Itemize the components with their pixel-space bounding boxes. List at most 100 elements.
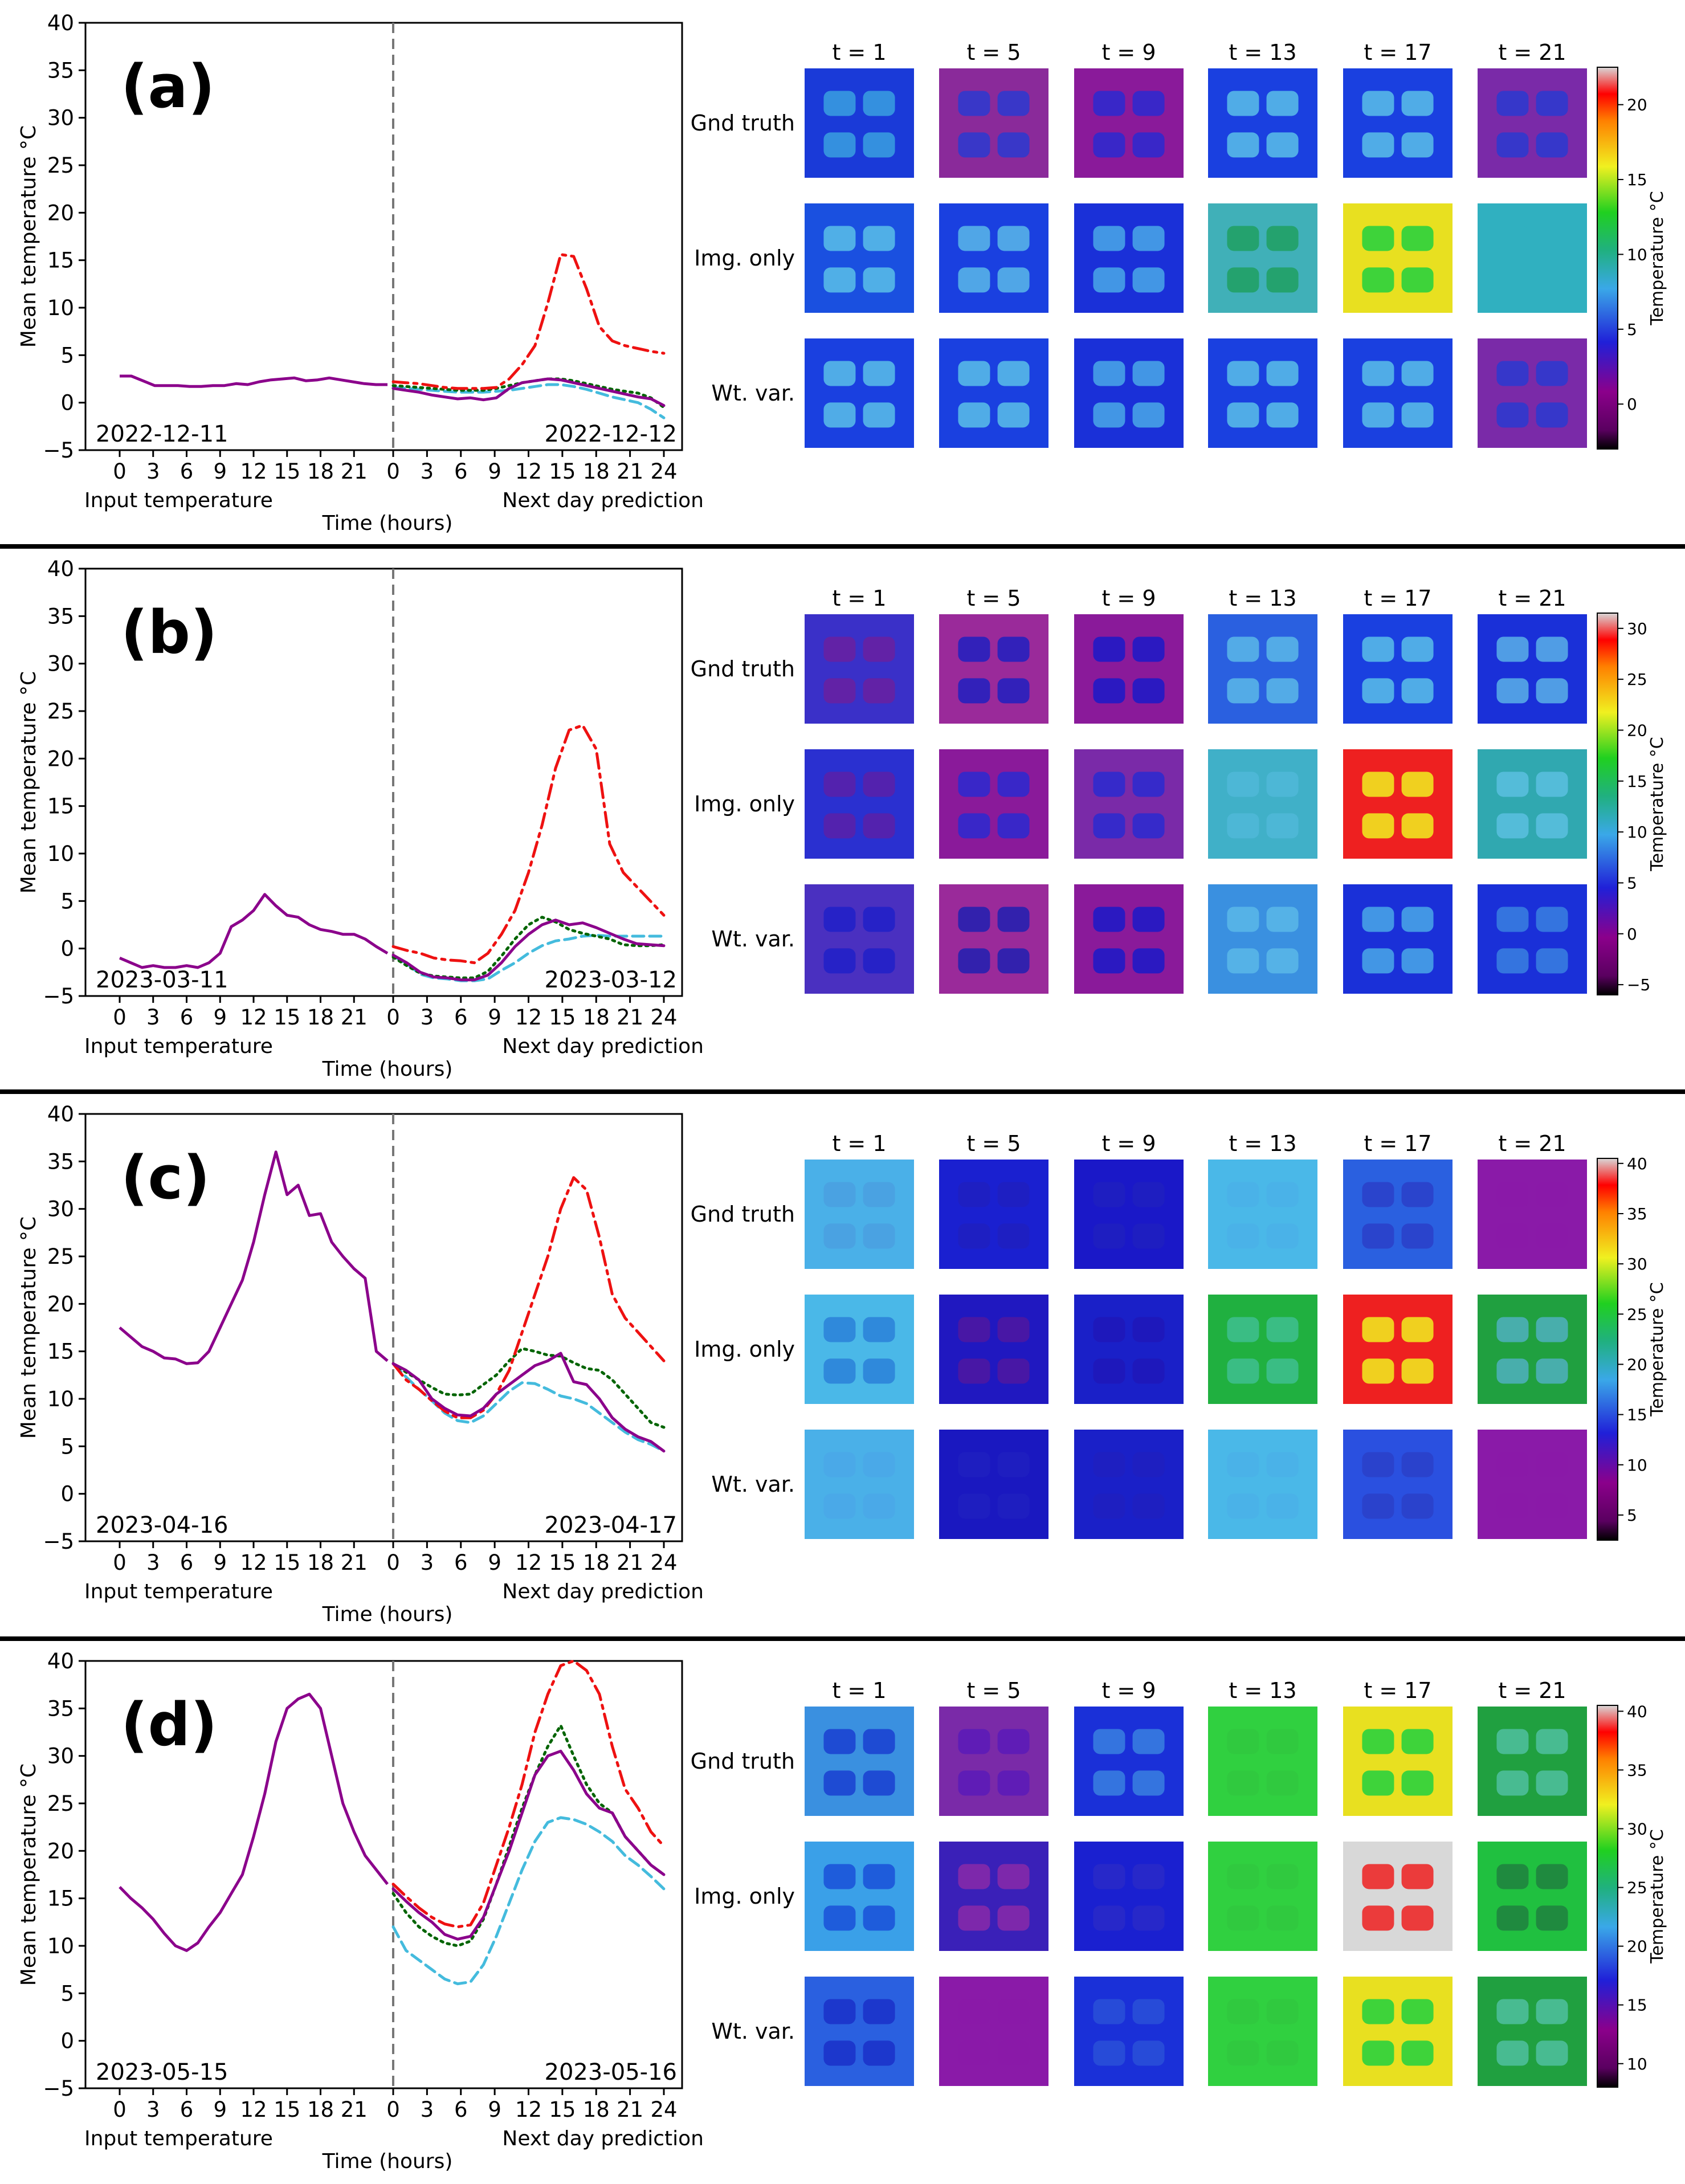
panel-divider xyxy=(0,1636,1685,1641)
colorbar-tick-label: 35 xyxy=(1627,1205,1647,1223)
thumbnail-blob xyxy=(1496,636,1529,662)
x-axis-label: Time (hours) xyxy=(322,2150,453,2173)
thumbnail-blob xyxy=(863,948,895,974)
y-tick-label: −5 xyxy=(43,2076,74,2101)
thumbnail-blob xyxy=(1093,1729,1125,1754)
thermal-thumbnail xyxy=(1208,749,1317,859)
x-tick-label: 0 xyxy=(113,1550,127,1575)
thumbnail-blob xyxy=(1132,2040,1165,2066)
thumbnail-blob xyxy=(1093,1452,1125,1477)
thumbnail-blob xyxy=(1093,1905,1125,1931)
thumbnail-blob xyxy=(1093,2040,1125,2066)
x-tick-label: 12 xyxy=(515,1550,542,1575)
thermal-thumbnail xyxy=(1343,68,1453,178)
thumbnail-blob xyxy=(863,1452,895,1477)
thumbnail-blob xyxy=(1362,1452,1394,1477)
thumbnail-blob xyxy=(1496,361,1529,386)
left-date: 2023-05-15 xyxy=(96,2059,228,2085)
y-axis-label: Mean temperature °C xyxy=(17,1763,40,1986)
y-tick-label: 40 xyxy=(47,557,74,581)
thumbnail-blob xyxy=(1362,1905,1394,1931)
x-tick-label: 3 xyxy=(421,1550,434,1575)
x-tick-label: 6 xyxy=(454,1550,468,1575)
thumbnail-blob xyxy=(1093,1999,1125,2024)
thumbnail-blob xyxy=(863,813,895,839)
thumbnail-blob xyxy=(1401,1770,1434,1796)
row-label: Wt. var. xyxy=(711,1472,795,1497)
thumbnail-blob xyxy=(1536,1770,1568,1796)
series-img-only xyxy=(391,1176,666,1419)
thumbnail-blob xyxy=(863,91,895,116)
input-label: Input temperature xyxy=(84,1035,273,1058)
y-tick-label: 10 xyxy=(47,296,74,320)
y-tick-label: 30 xyxy=(47,652,74,676)
x-tick-label: 21 xyxy=(341,1005,368,1030)
time-label: t = 21 xyxy=(1498,1678,1566,1703)
thumbnail-blob xyxy=(1401,226,1434,251)
plot-frame xyxy=(84,568,683,997)
colorbar-tick-label: 15 xyxy=(1627,772,1647,791)
y-tick-label: 30 xyxy=(47,106,74,130)
colorbar-tick-label: 5 xyxy=(1627,1506,1637,1525)
thumbnail-blob xyxy=(1266,1905,1299,1931)
thumbnail-blob xyxy=(1496,771,1529,797)
thumbnail-blob xyxy=(1496,1864,1529,1889)
thumbnail-blob xyxy=(1093,813,1125,839)
x-tick-label: 0 xyxy=(113,459,127,484)
y-tick-label: 20 xyxy=(47,201,74,225)
thumbnail-blob xyxy=(863,2040,895,2066)
time-label: t = 5 xyxy=(966,1131,1021,1156)
y-tick-label: 0 xyxy=(60,1482,74,1507)
thumbnail-blob xyxy=(958,1493,990,1519)
series-input-temperature xyxy=(119,1692,389,1952)
thumbnail-blob xyxy=(1362,771,1394,797)
colorbar-tick-label: 35 xyxy=(1627,1761,1647,1779)
x-tick-label: 12 xyxy=(240,2097,267,2122)
prediction-label: Next day prediction xyxy=(502,489,704,512)
x-tick-label: 3 xyxy=(146,1550,160,1575)
x-tick-label: 0 xyxy=(113,2097,127,2122)
y-tick-label: 25 xyxy=(47,1244,74,1269)
x-tick-label: 21 xyxy=(341,2097,368,2122)
thumbnail-blob xyxy=(1266,1864,1299,1889)
panel-label: (a) xyxy=(121,52,215,121)
y-axis-label: Mean temperature °C xyxy=(17,1216,40,1439)
thermal-thumbnail xyxy=(1343,1295,1453,1404)
thumbnail-blob xyxy=(1266,1770,1299,1796)
thumbnail-blob xyxy=(1536,1317,1568,1342)
x-tick-label: 9 xyxy=(488,1005,501,1030)
y-tick-label: 10 xyxy=(47,842,74,866)
thumbnail-blob xyxy=(997,1182,1030,1207)
x-axis-label: Time (hours) xyxy=(322,1603,453,1626)
time-label: t = 21 xyxy=(1498,586,1566,611)
thermal-thumbnail xyxy=(1074,338,1184,448)
thumbnail-blob xyxy=(958,907,990,932)
x-tick-label: 9 xyxy=(488,2097,501,2122)
thumbnail-blob xyxy=(958,1864,990,1889)
series-input-temperature xyxy=(119,893,389,969)
series-gnd-truth xyxy=(391,377,666,407)
thermal-thumbnail xyxy=(1478,1842,1587,1951)
thermal-thumbnail xyxy=(805,68,914,178)
thumbnail-blob xyxy=(1401,678,1434,704)
thumbnail-blob xyxy=(1401,1999,1434,2024)
thermal-thumbnail xyxy=(1478,1430,1587,1539)
thumbnail-blob xyxy=(997,636,1030,662)
prediction-label: Next day prediction xyxy=(502,1580,704,1603)
series-gnd-truth xyxy=(391,918,666,982)
x-tick-label: 3 xyxy=(146,1005,160,1030)
thumbnail-blob xyxy=(823,771,856,797)
y-tick-label: 35 xyxy=(47,1696,74,1721)
thumbnail-blob xyxy=(1227,361,1259,386)
thermal-thumbnail xyxy=(1074,1977,1184,2086)
thumbnail-blob xyxy=(1227,1999,1259,2024)
thumbnail-blob xyxy=(958,1770,990,1796)
thermal-thumbnail xyxy=(805,1430,914,1539)
thermal-thumbnail xyxy=(1478,749,1587,859)
thumbnail-blob xyxy=(1093,361,1125,386)
thumbnail-blob xyxy=(1362,636,1394,662)
time-label: t = 21 xyxy=(1498,1131,1566,1156)
y-tick-label: 5 xyxy=(60,889,74,913)
thermal-thumbnail xyxy=(805,884,914,994)
